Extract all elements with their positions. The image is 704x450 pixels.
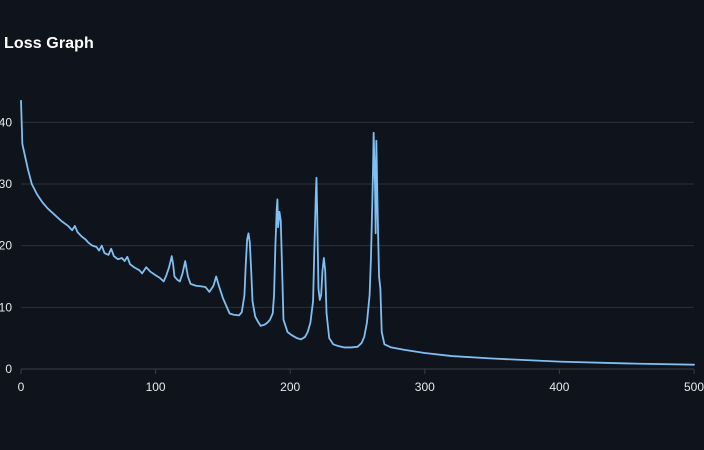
y-tick-label: 0 (5, 362, 12, 376)
x-tick-label: 200 (280, 380, 300, 394)
y-axis: 0 10 20 30 40 (0, 115, 12, 376)
grid-lines (21, 121, 694, 370)
y-tick-label: 20 (0, 239, 12, 253)
series-layer (20, 99, 695, 366)
x-axis: 0 100 200 300 400 500 (18, 369, 704, 394)
x-tick-label: 400 (549, 380, 569, 394)
y-tick-label: 30 (0, 177, 12, 191)
y-tick-label: 40 (0, 115, 12, 129)
x-tick-label: 500 (684, 380, 704, 394)
x-tick-label: 300 (415, 380, 435, 394)
loss-series-line (20, 99, 695, 366)
x-tick-label: 0 (18, 380, 25, 394)
x-tick-label: 100 (146, 380, 166, 394)
chart-title: Loss Graph (4, 35, 94, 52)
y-tick-label: 10 (0, 300, 12, 314)
